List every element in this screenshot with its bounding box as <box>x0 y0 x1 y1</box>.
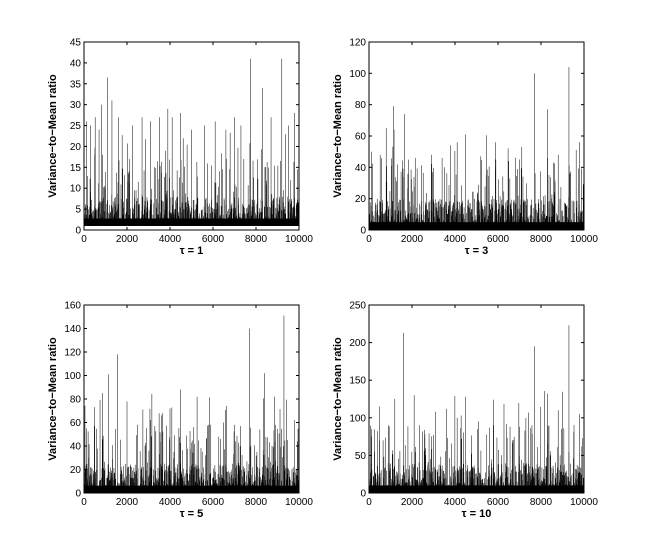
x-tick-label: 4000 <box>444 234 467 245</box>
dense-band <box>84 485 299 493</box>
y-tick-label: 200 <box>349 338 366 349</box>
y-tick-label: 15 <box>70 163 82 174</box>
y-tick-label: 0 <box>75 226 81 237</box>
x-axis-label: τ = 1 <box>180 245 204 257</box>
x-tick-label: 2000 <box>116 234 139 245</box>
y-tick-label: 5 <box>75 205 81 216</box>
y-tick-label: 40 <box>70 442 82 453</box>
series-line <box>83 58 300 226</box>
y-tick-label: 20 <box>70 142 82 153</box>
y-tick-label: 35 <box>70 79 82 90</box>
x-tick-label: 2000 <box>116 497 139 508</box>
y-tick-label: 80 <box>355 100 367 111</box>
x-axis-label: τ = 10 <box>462 508 492 520</box>
x-tick-label: 8000 <box>245 234 268 245</box>
series-path <box>83 315 300 493</box>
y-tick-label: 45 <box>70 38 82 49</box>
y-tick-label: 150 <box>349 376 366 387</box>
axes-box <box>83 41 300 231</box>
y-axis-label: Variance−to−Mean ratio <box>332 337 344 461</box>
y-tick-label: 80 <box>70 395 82 406</box>
x-tick-label: 4000 <box>159 234 182 245</box>
x-tick-label: 0 <box>366 234 372 245</box>
y-tick-label: 40 <box>355 163 367 174</box>
series-path <box>368 325 585 493</box>
x-axis-label: τ = 3 <box>465 245 489 257</box>
subplot-1: 0 2000 4000 6000 8000 10000 0 5 10 15 20 25 30 35 40 45… <box>47 38 313 258</box>
y-tick-label: 100 <box>349 413 366 424</box>
y-tick-label: 0 <box>75 489 81 500</box>
y-tick-label: 50 <box>355 451 367 462</box>
x-tick-label: 2000 <box>401 497 424 508</box>
y-axis-label: Variance−to−Mean ratio <box>332 74 344 198</box>
x-tick-label: 6000 <box>487 497 510 508</box>
axes-box <box>368 304 585 494</box>
x-tick-label: 10000 <box>570 234 598 245</box>
x-tick-label: 4000 <box>159 497 182 508</box>
x-tick-label: 8000 <box>530 497 553 508</box>
dense-band <box>84 218 299 226</box>
x-tick-label: 8000 <box>530 234 553 245</box>
y-tick-label: 25 <box>70 121 82 132</box>
series-path <box>83 58 300 226</box>
y-tick-label: 120 <box>64 348 81 359</box>
subplot-3: 0 2000 4000 6000 8000 10000 0 20 40 60 80 100 120 140… <box>47 301 313 521</box>
y-tick-label: 160 <box>64 301 81 312</box>
axes-box <box>83 304 300 494</box>
y-tick-label: 30 <box>70 100 82 111</box>
y-tick-label: 100 <box>64 371 81 382</box>
series-line <box>368 67 585 230</box>
x-axis-label: τ = 5 <box>180 508 204 520</box>
y-tick-label: 20 <box>70 465 82 476</box>
x-tick-label: 10000 <box>285 497 313 508</box>
x-tick-label: 6000 <box>487 234 510 245</box>
x-tick-label: 6000 <box>202 234 225 245</box>
y-tick-label: 40 <box>70 58 82 69</box>
series-line <box>368 325 585 493</box>
y-tick-label: 100 <box>349 69 366 80</box>
x-tick-label: 10000 <box>285 234 313 245</box>
y-tick-label: 120 <box>349 38 366 49</box>
y-tick-label: 140 <box>64 324 81 335</box>
y-axis-label: Variance−to−Mean ratio <box>47 74 59 198</box>
x-tick-label: 2000 <box>401 234 424 245</box>
dense-band <box>369 485 584 493</box>
y-tick-label: 10 <box>70 184 82 195</box>
subplot-2: 0 2000 4000 6000 8000 10000 0 20 40 60 80 100 120 τ =… <box>332 38 598 258</box>
x-tick-label: 8000 <box>245 497 268 508</box>
x-tick-label: 4000 <box>444 497 467 508</box>
y-tick-label: 0 <box>360 226 366 237</box>
y-tick-label: 60 <box>70 418 82 429</box>
x-tick-label: 10000 <box>570 497 598 508</box>
x-tick-label: 0 <box>81 234 87 245</box>
dense-band <box>369 222 584 230</box>
y-tick-label: 60 <box>355 132 367 143</box>
y-tick-label: 20 <box>355 194 367 205</box>
subplot-4: 0 2000 4000 6000 8000 10000 0 50 100 150 200 250 τ =… <box>332 301 598 521</box>
series-path <box>368 67 585 230</box>
series-line <box>83 315 300 493</box>
x-tick-label: 6000 <box>202 497 225 508</box>
y-tick-label: 250 <box>349 301 366 312</box>
y-axis-label: Variance−to−Mean ratio <box>47 337 59 461</box>
x-tick-label: 0 <box>81 497 87 508</box>
y-tick-label: 0 <box>360 489 366 500</box>
x-tick-label: 0 <box>366 497 372 508</box>
